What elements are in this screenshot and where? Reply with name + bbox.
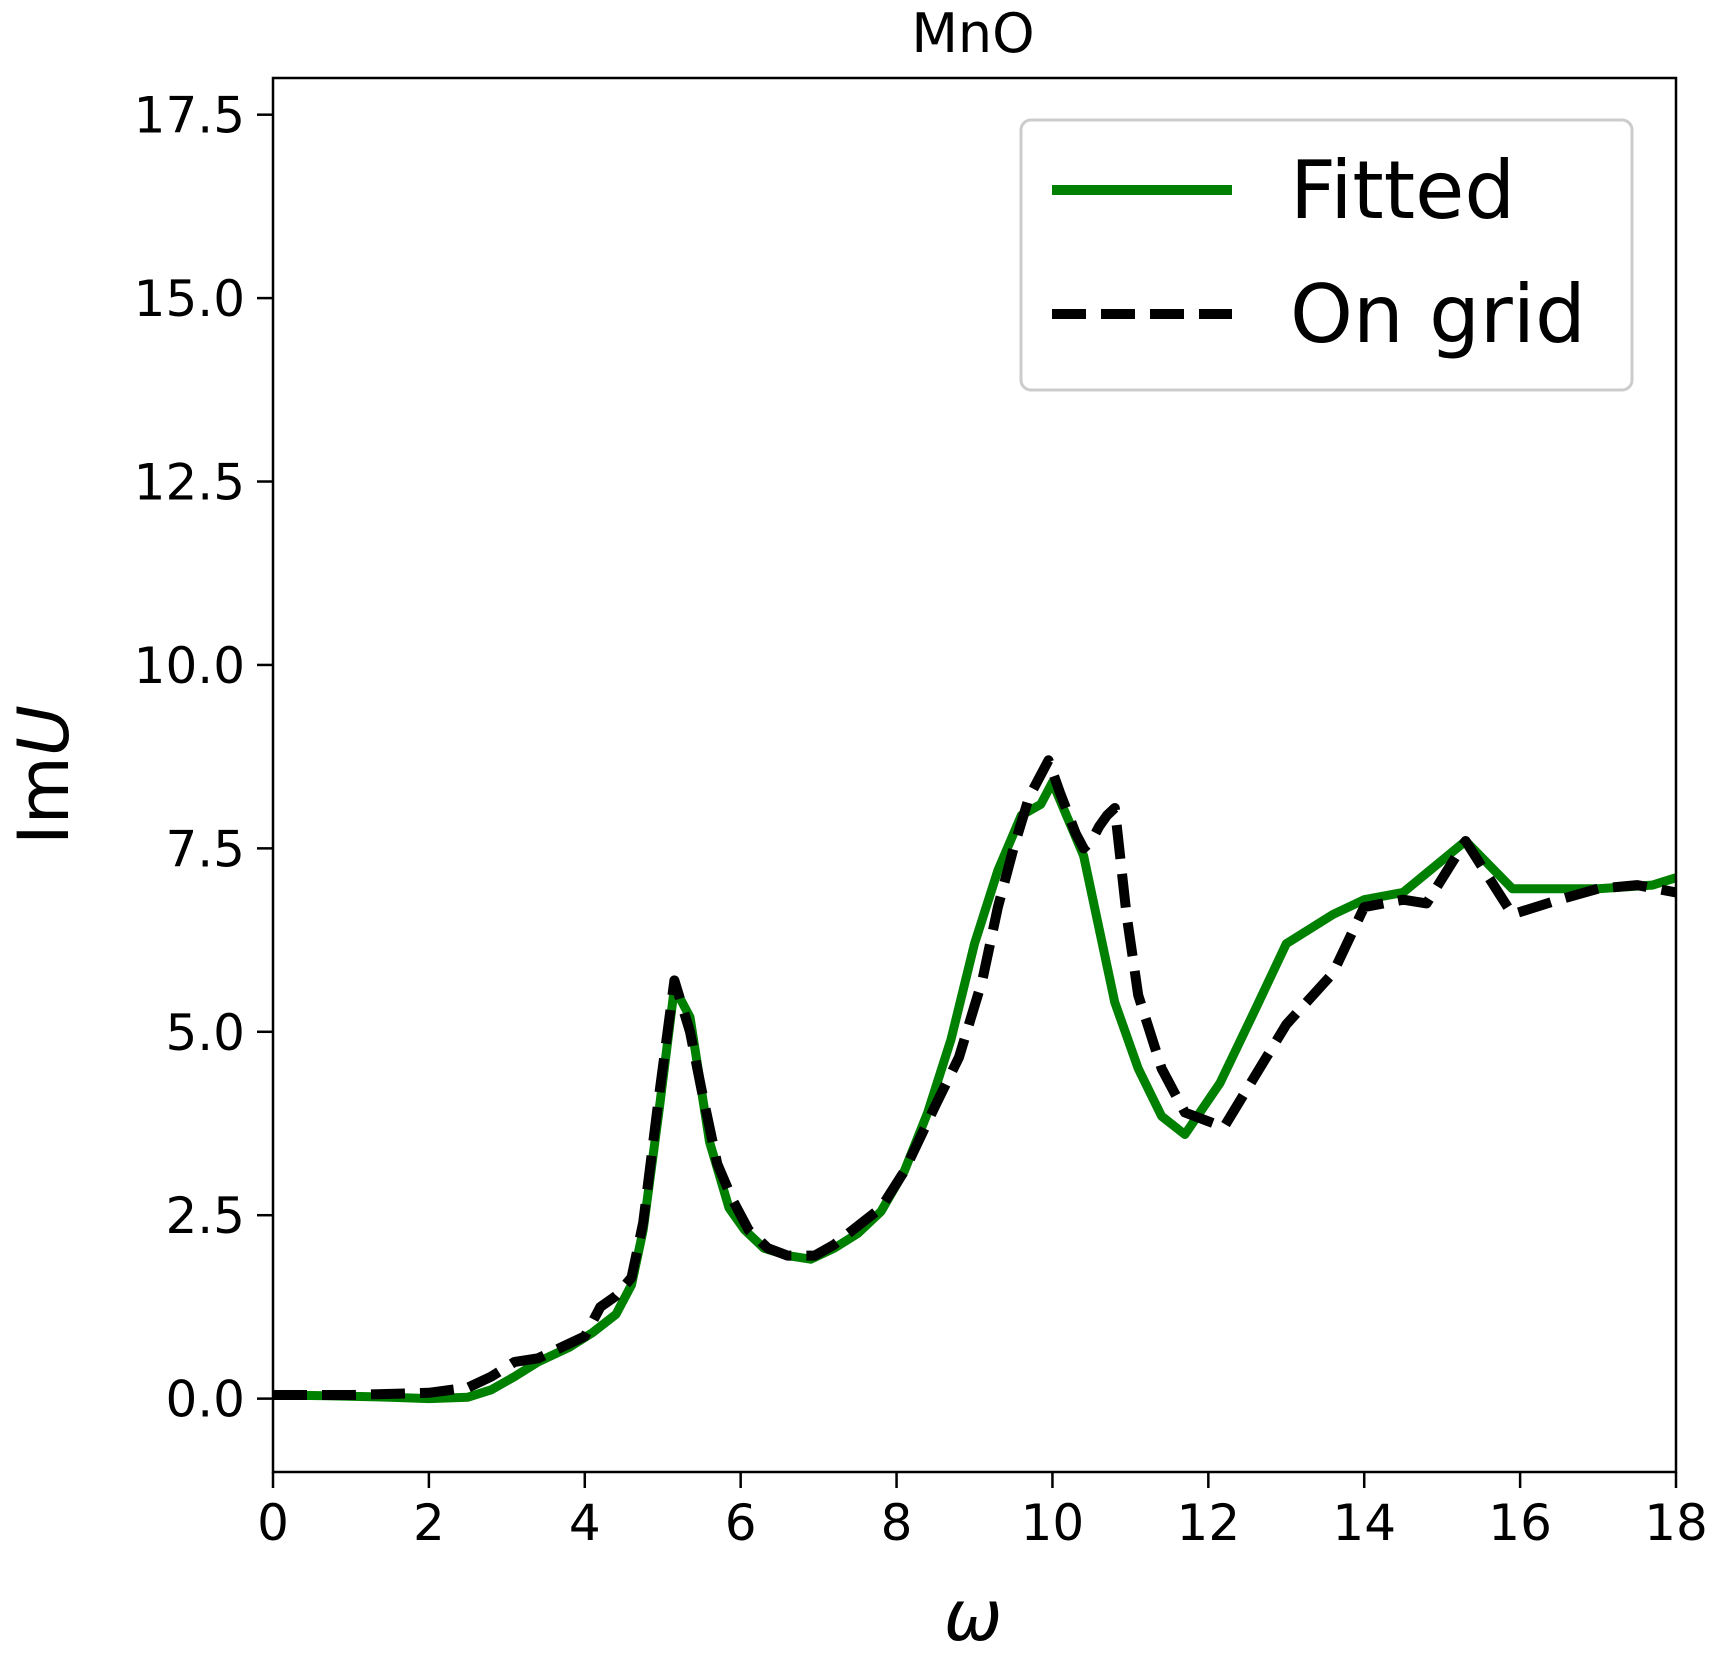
y-axis-label-var: U	[3, 705, 85, 756]
y-tick-label: 12.5	[134, 454, 245, 512]
x-tick-label: 6	[725, 1494, 757, 1552]
x-tick-label: 8	[881, 1494, 913, 1552]
y-axis-label-prefix: Im	[3, 756, 85, 845]
y-tick-label: 17.5	[134, 87, 245, 145]
y-tick-label: 15.0	[134, 270, 245, 328]
x-tick-label: 10	[1021, 1494, 1085, 1552]
legend: Fitted On grid	[1019, 118, 1634, 392]
y-axis: 0.0 2.5 5.0 7.5 10.0 12.5 15.0 17.5	[134, 87, 273, 1429]
x-axis: 0 2 4 6 8 10 12 14 16 18	[257, 1472, 1708, 1552]
x-tick-label: 14	[1332, 1494, 1396, 1552]
x-tick-label: 4	[569, 1494, 601, 1552]
series-line-fitted	[272, 777, 1678, 1404]
y-tick-label: 0.0	[165, 1371, 245, 1429]
x-tick-label: 0	[257, 1494, 289, 1552]
y-tick-label: 7.5	[165, 820, 245, 878]
x-tick-label: 16	[1488, 1494, 1552, 1552]
legend-label: On grid	[1290, 268, 1586, 361]
y-tick-label: 2.5	[165, 1187, 245, 1245]
plot-frame	[271, 76, 1678, 1474]
x-axis-label: ω	[944, 1575, 1003, 1656]
x-tick-label: 18	[1644, 1494, 1708, 1552]
x-tick-label: 12	[1177, 1494, 1241, 1552]
x-tick-label: 2	[413, 1494, 445, 1552]
y-axis-label: ImU	[3, 705, 85, 845]
legend-label: Fitted	[1290, 144, 1515, 237]
y-tick-label: 10.0	[134, 637, 245, 695]
plot-area	[272, 755, 1678, 1404]
chart-title: MnO	[911, 2, 1034, 65]
series-line-on-grid	[273, 755, 1677, 1400]
y-tick-label: 5.0	[165, 1004, 245, 1062]
